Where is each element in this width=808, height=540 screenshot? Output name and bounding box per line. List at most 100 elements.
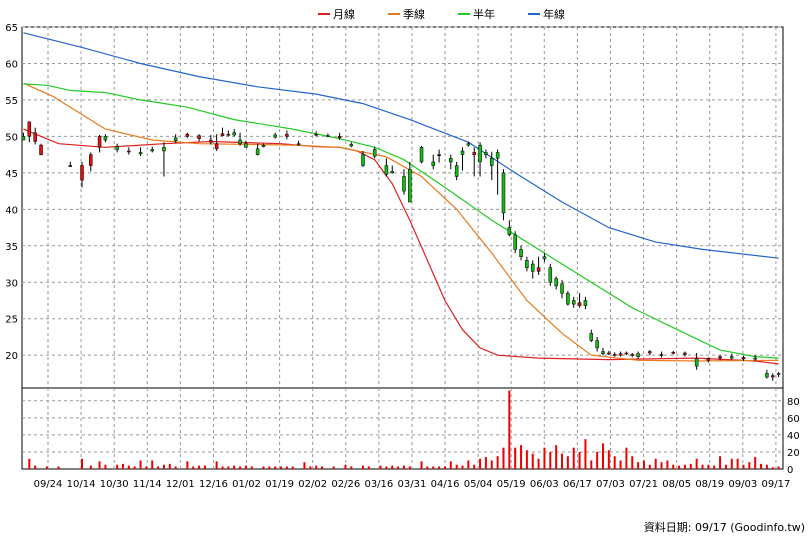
candle-body	[566, 292, 570, 305]
candle-body	[127, 150, 131, 153]
candle-body	[495, 152, 500, 159]
candle-body	[89, 154, 93, 166]
volume-bar	[104, 464, 107, 469]
candle-body	[466, 143, 471, 146]
volume-bar	[555, 445, 558, 469]
x-tick-label: 08/05	[662, 479, 691, 490]
volume-bar	[227, 466, 230, 469]
volume-bar	[262, 466, 265, 469]
chart-legend: 月線 季線 半年 年線	[318, 7, 565, 21]
volume-bars	[28, 390, 780, 469]
volume-bar	[625, 447, 628, 469]
volume-bar	[689, 463, 692, 469]
x-tick-label: 12/16	[199, 479, 228, 490]
candle-body	[472, 152, 476, 155]
candle-body	[209, 139, 213, 143]
candle-body	[618, 353, 623, 356]
volume-bar	[361, 465, 364, 469]
x-tick-label: 01/02	[232, 479, 261, 490]
candle-body	[437, 154, 441, 156]
volume-tick-label: 20	[787, 448, 800, 459]
candle-body	[530, 263, 535, 272]
candle-body	[771, 375, 775, 378]
x-tick-label: 06/03	[530, 479, 559, 490]
x-tick-label: 02/02	[298, 479, 327, 490]
candle-body	[589, 333, 594, 341]
volume-bar	[28, 458, 31, 469]
volume-bar	[566, 456, 569, 469]
candle-body	[525, 260, 529, 268]
volume-bar	[642, 460, 645, 469]
volume-bar	[303, 462, 306, 469]
volume-bar	[713, 465, 716, 469]
volume-bar	[367, 466, 370, 469]
price-tick-label: 60	[5, 59, 18, 70]
candle-body	[361, 154, 365, 166]
candle-body	[226, 133, 231, 136]
candle-body	[542, 256, 547, 260]
volume-bar	[250, 466, 253, 469]
ma-line-年線	[23, 32, 779, 259]
candle-body	[571, 300, 576, 305]
candle-body	[753, 357, 757, 360]
price-tick-label: 45	[5, 169, 18, 180]
volume-bar	[719, 456, 722, 469]
candle-body	[718, 356, 722, 359]
candlestick-series	[21, 121, 781, 381]
volume-bar	[473, 464, 476, 469]
candle-body	[454, 165, 459, 177]
candle-body	[671, 352, 675, 354]
candle-body	[390, 171, 395, 174]
ma-line-季線	[23, 82, 779, 362]
price-tick-label: 50	[5, 132, 18, 143]
volume-bar	[502, 447, 505, 469]
volume-bar	[561, 453, 564, 469]
candle-body	[449, 158, 453, 163]
candle-body	[577, 302, 582, 306]
volume-bar	[596, 451, 599, 469]
volume-bar	[695, 458, 698, 469]
volume-bar	[461, 465, 464, 469]
volume-bar	[420, 461, 423, 469]
price-tick-label: 55	[5, 96, 18, 107]
x-tick-label: 06/17	[563, 479, 592, 490]
candle-body	[630, 354, 635, 356]
price-tick-label: 40	[5, 205, 18, 216]
x-tick-label: 03/16	[364, 479, 393, 490]
volume-tick-label: 40	[787, 431, 800, 442]
volume-bar	[549, 451, 552, 469]
volume-bar	[572, 447, 575, 469]
candle-body	[408, 168, 412, 203]
candle-body	[39, 144, 43, 155]
volume-bar	[748, 462, 751, 469]
candle-body	[612, 354, 617, 356]
volume-bar	[321, 466, 324, 469]
volume-bar	[432, 466, 435, 469]
candle-body	[765, 373, 769, 378]
candle-body	[27, 121, 32, 137]
volume-bar	[449, 461, 452, 469]
price-tick-label: 25	[5, 315, 18, 326]
volume-bar	[45, 466, 48, 469]
volume-bar	[379, 465, 382, 469]
volume-bar	[601, 443, 604, 469]
axes-labels: 09/24 10/14 10/30 11/14 12/01 12/16 01/02 01/19…	[5, 23, 799, 490]
candle-body	[285, 133, 289, 137]
volume-bar	[648, 464, 651, 469]
candle-body	[33, 132, 37, 142]
candle-body	[624, 352, 629, 355]
x-tick-label: 11/14	[133, 479, 162, 490]
volume-bar	[350, 466, 353, 469]
volume-tick-label: 0	[787, 465, 793, 476]
candle-body	[214, 143, 219, 150]
candle-body	[238, 139, 242, 144]
volume-bar	[514, 447, 517, 469]
volume-bar	[244, 465, 247, 469]
candle-body	[478, 144, 482, 163]
volume-bar	[631, 456, 634, 469]
moving-average-lines	[23, 32, 779, 365]
volume-bar	[443, 466, 446, 469]
volume-bar	[215, 461, 218, 469]
volume-bar	[408, 466, 411, 469]
